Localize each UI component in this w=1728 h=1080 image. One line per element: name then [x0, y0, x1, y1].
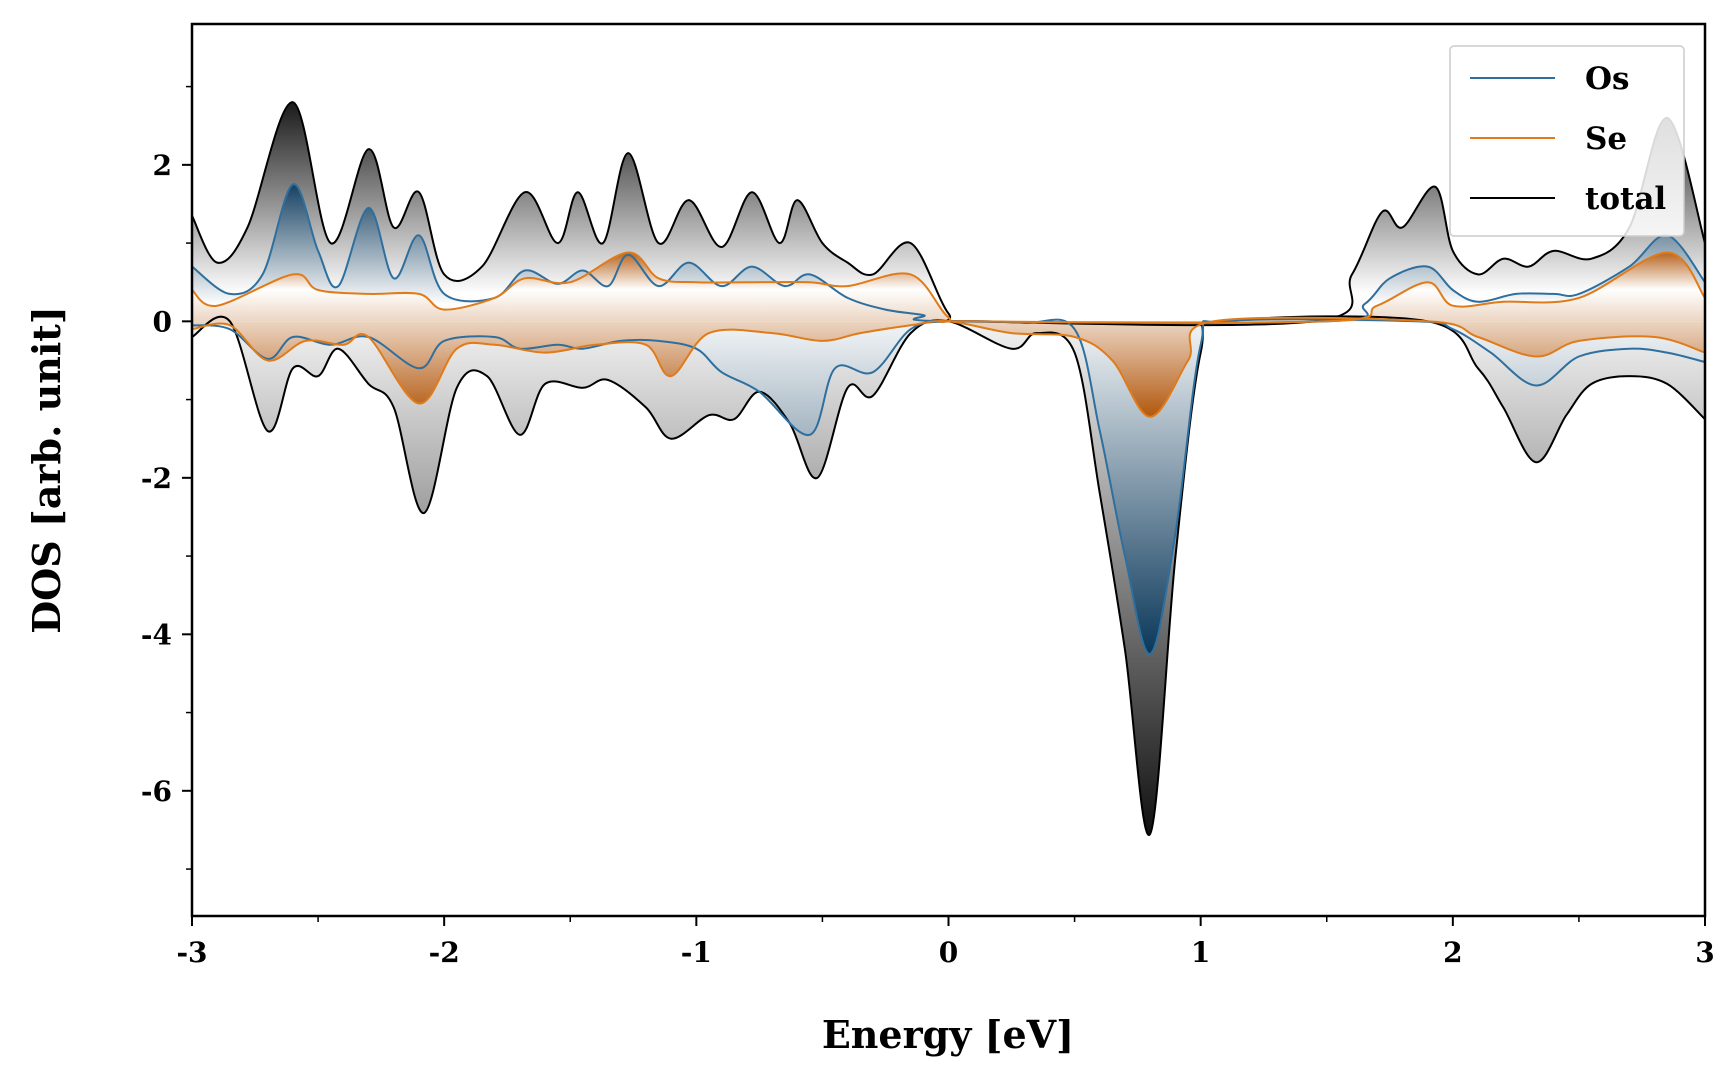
x-tick-label: 1	[1191, 936, 1210, 969]
y-tick-label: 2	[153, 149, 172, 182]
x-tick-label: -1	[681, 936, 712, 969]
fill-se-spin-down	[192, 317, 1705, 417]
y-tick-label: -6	[141, 775, 172, 808]
y-axis-title: DOS [arb. unit]	[24, 306, 69, 634]
fill-se-spin-up	[192, 252, 1705, 323]
legend-label-total: total	[1585, 181, 1666, 217]
axis-ticks: -3 -2 -1 0 1 2 3 -6 -4 -2 0 2	[141, 85, 1715, 969]
line-total-spin-up	[191, 101, 1706, 327]
line-os-spin-up	[191, 183, 1706, 324]
x-tick-label: 2	[1443, 936, 1462, 969]
fill-total-spin-up	[192, 102, 1705, 326]
line-se-spin-down	[191, 316, 1706, 418]
legend-label-se: Se	[1585, 121, 1627, 157]
legend-label-os: Os	[1585, 61, 1629, 97]
y-tick-label: -2	[141, 462, 172, 495]
x-tick-label: 3	[1695, 936, 1714, 969]
x-tick-label: -3	[176, 936, 207, 969]
x-tick-label: -2	[429, 936, 460, 969]
line-se-spin-up	[191, 251, 1706, 324]
y-tick-label: 0	[153, 305, 172, 338]
y-tick-label: -4	[141, 618, 172, 651]
legend: Os Se total	[1449, 45, 1685, 237]
plot-area	[191, 101, 1706, 836]
x-axis-title: Energy [eV]	[822, 1012, 1074, 1057]
legend-box	[1449, 45, 1685, 237]
x-tick-label: 0	[939, 936, 958, 969]
